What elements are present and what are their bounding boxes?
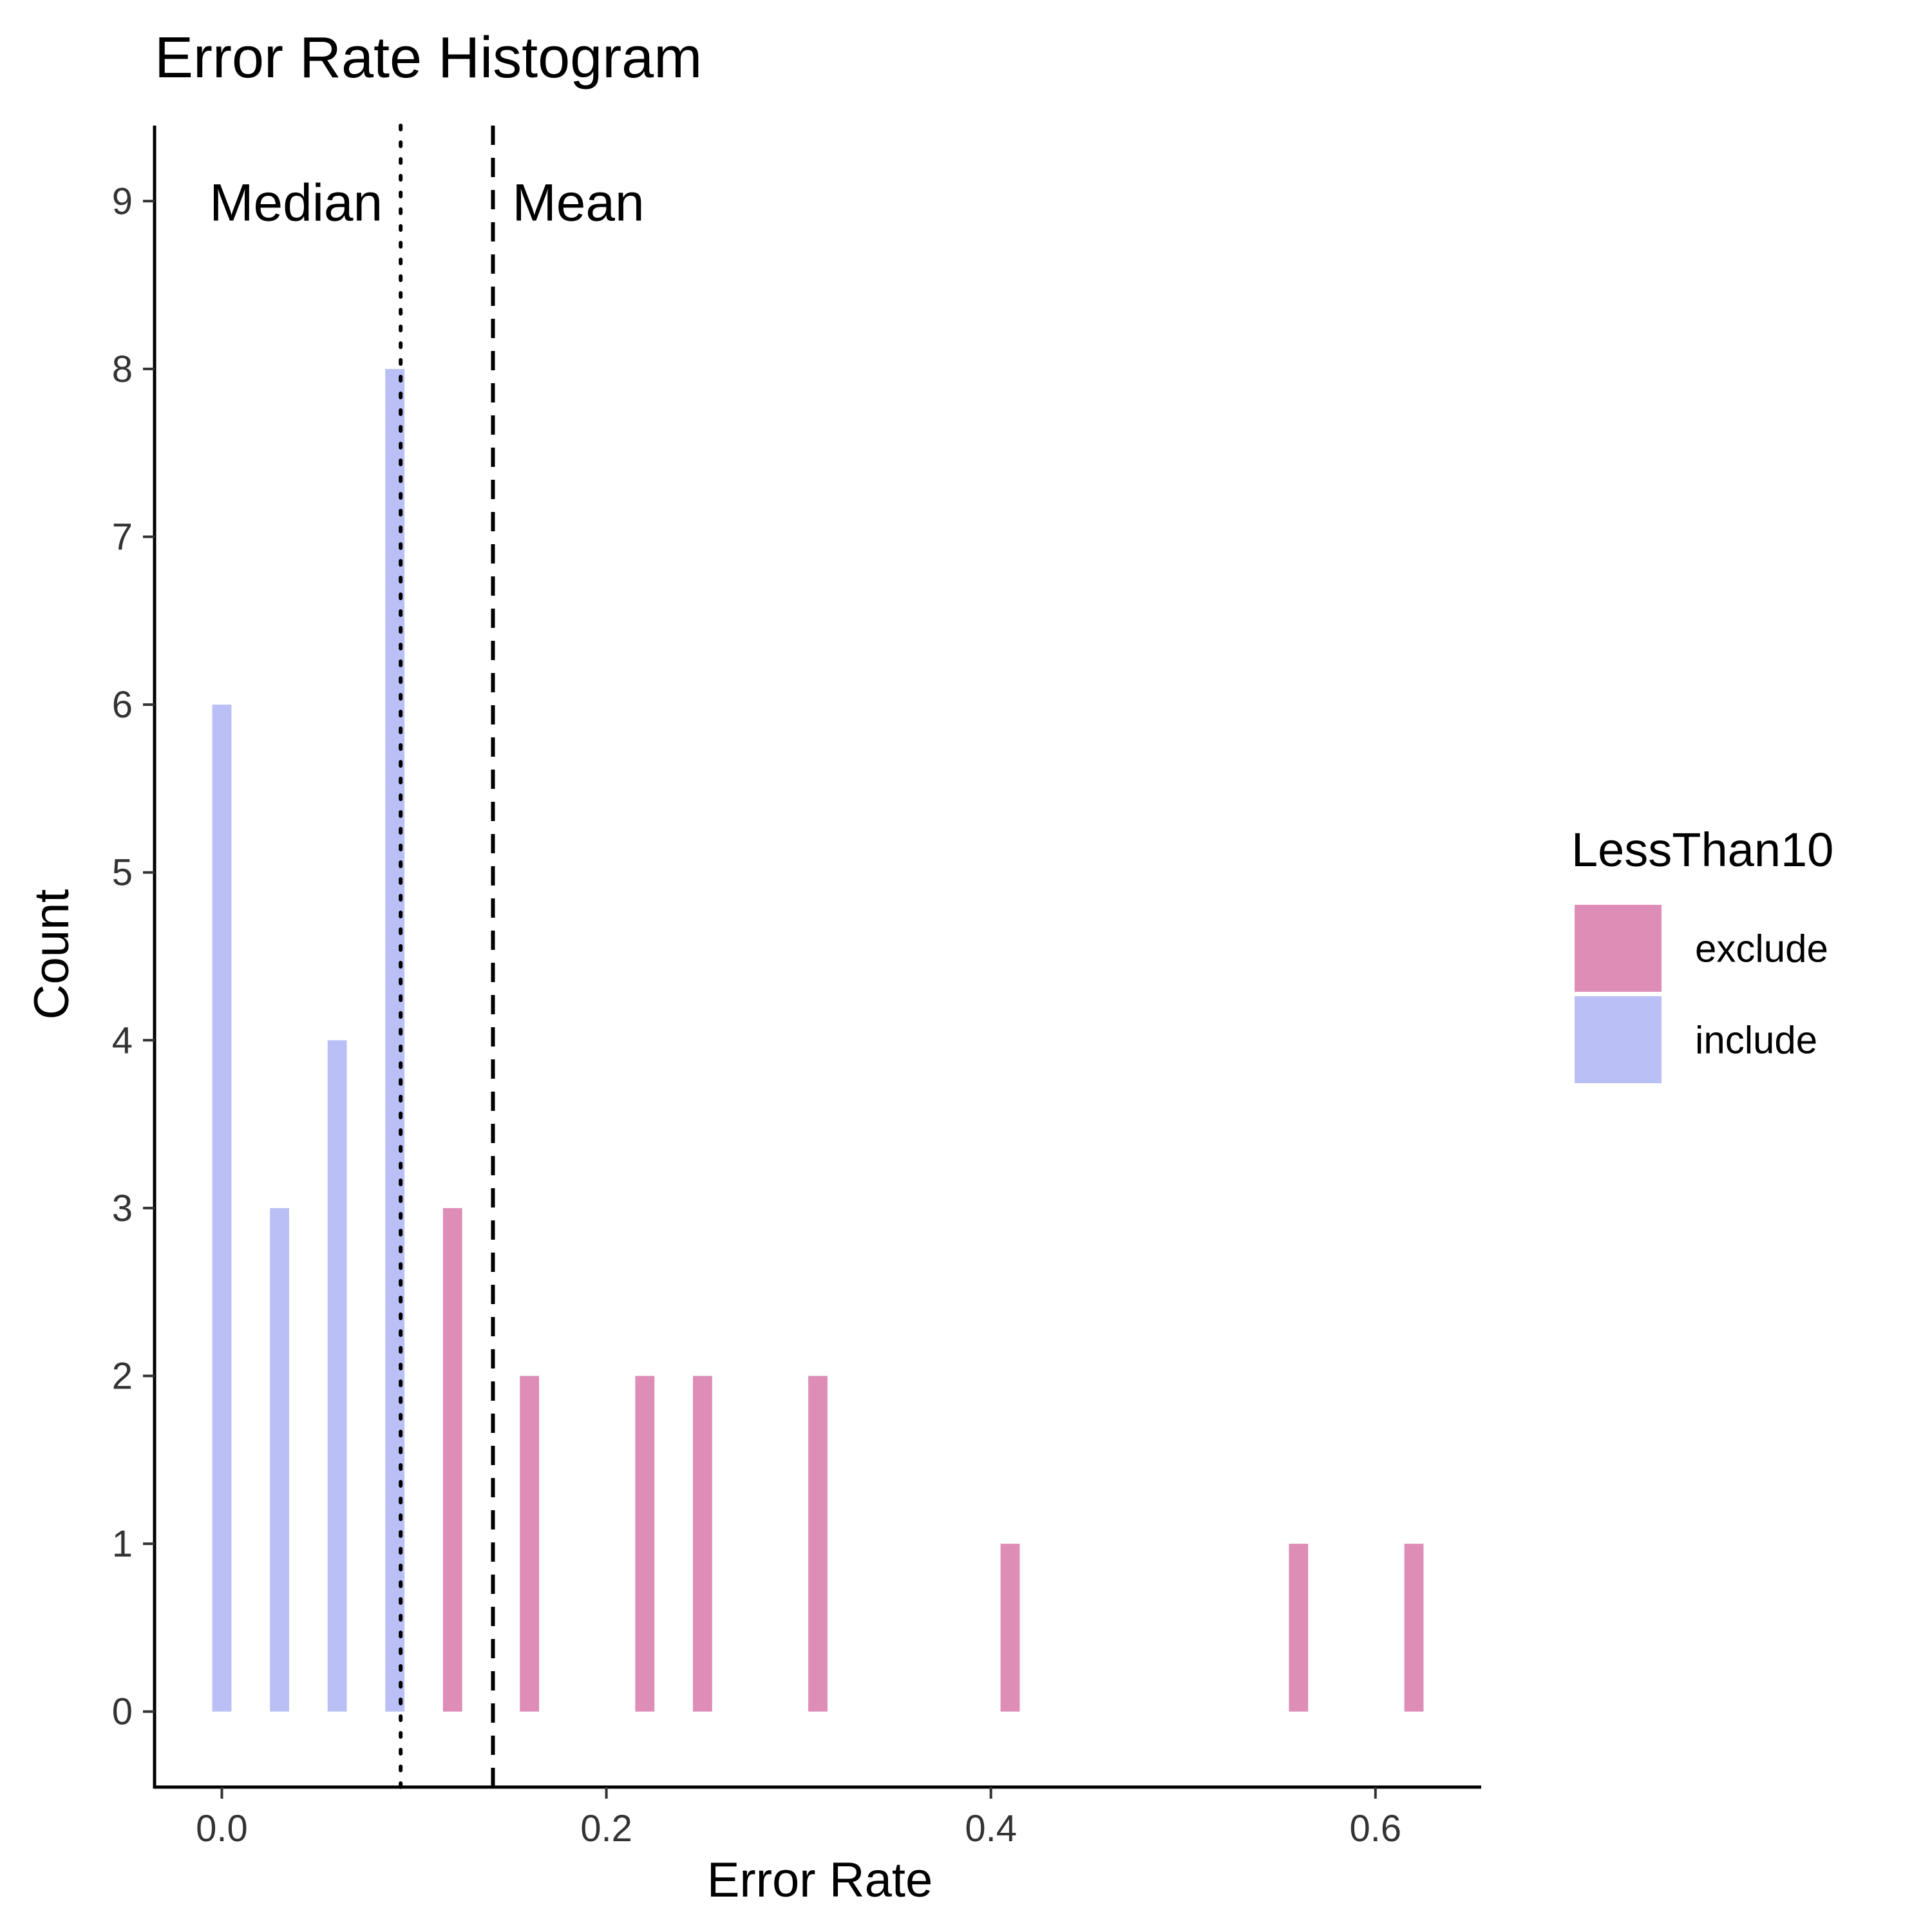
legend-key-include: [1575, 996, 1662, 1083]
histogram-bar-exclude: [808, 1376, 828, 1712]
x-tick-label: 0.0: [196, 1808, 248, 1850]
histogram-bar-include: [327, 1040, 347, 1712]
y-tick-label: 4: [112, 1019, 133, 1061]
reference-lines: Median Mean: [209, 124, 645, 1789]
legend-title: LessThan10: [1571, 823, 1833, 876]
x-tick-label: 0.2: [580, 1808, 632, 1850]
histogram-bar-exclude: [1289, 1544, 1309, 1712]
median-label: Median: [209, 173, 383, 232]
series-exclude: [442, 1208, 1424, 1712]
series-include: [212, 368, 405, 1712]
legend-key-exclude: [1575, 905, 1662, 992]
legend: LessThan10 exclude include: [1571, 823, 1833, 1083]
legend-entries: exclude include: [1575, 905, 1828, 1083]
histogram-bar-include: [270, 1208, 289, 1712]
histogram-bar-exclude: [692, 1376, 712, 1712]
chart-title: Error Rate Histogram: [155, 26, 702, 90]
y-tick-label: 7: [112, 516, 133, 558]
histogram-bar-exclude: [1000, 1544, 1020, 1712]
y-axis-title: Count: [24, 889, 79, 1020]
y-tick-label: 0: [112, 1691, 133, 1733]
y-tick-label: 8: [112, 348, 133, 390]
legend-entry-exclude: exclude: [1575, 905, 1828, 992]
legend-label-include: include: [1695, 1019, 1817, 1062]
legend-entry-include: include: [1575, 996, 1817, 1083]
axes: 0 1 2 3 4 5 6 7 8 9 0.0 0.2 0.4 0.6: [112, 126, 1481, 1850]
histogram-bar-exclude: [635, 1376, 655, 1712]
plot-area: [212, 368, 1424, 1712]
y-tick-label: 1: [112, 1523, 133, 1565]
y-axis-ticks: 0 1 2 3 4 5 6 7 8 9: [112, 180, 155, 1733]
histogram-bar-include: [385, 368, 405, 1712]
histogram-bar-include: [212, 705, 232, 1712]
histogram-bar-exclude: [520, 1376, 540, 1712]
histogram-bar-exclude: [1404, 1544, 1424, 1712]
histogram-bar-exclude: [442, 1208, 462, 1712]
x-axis-ticks: 0.0 0.2 0.4 0.6: [196, 1787, 1401, 1850]
legend-label-exclude: exclude: [1695, 927, 1828, 971]
y-tick-label: 2: [112, 1356, 133, 1397]
x-axis-title: Error Rate: [707, 1853, 933, 1908]
y-tick-label: 9: [112, 180, 133, 222]
y-tick-label: 6: [112, 684, 133, 726]
x-tick-label: 0.4: [965, 1808, 1017, 1850]
y-tick-label: 3: [112, 1188, 133, 1229]
mean-label: Mean: [512, 173, 644, 232]
x-tick-label: 0.6: [1349, 1808, 1401, 1850]
y-tick-label: 5: [112, 852, 133, 894]
